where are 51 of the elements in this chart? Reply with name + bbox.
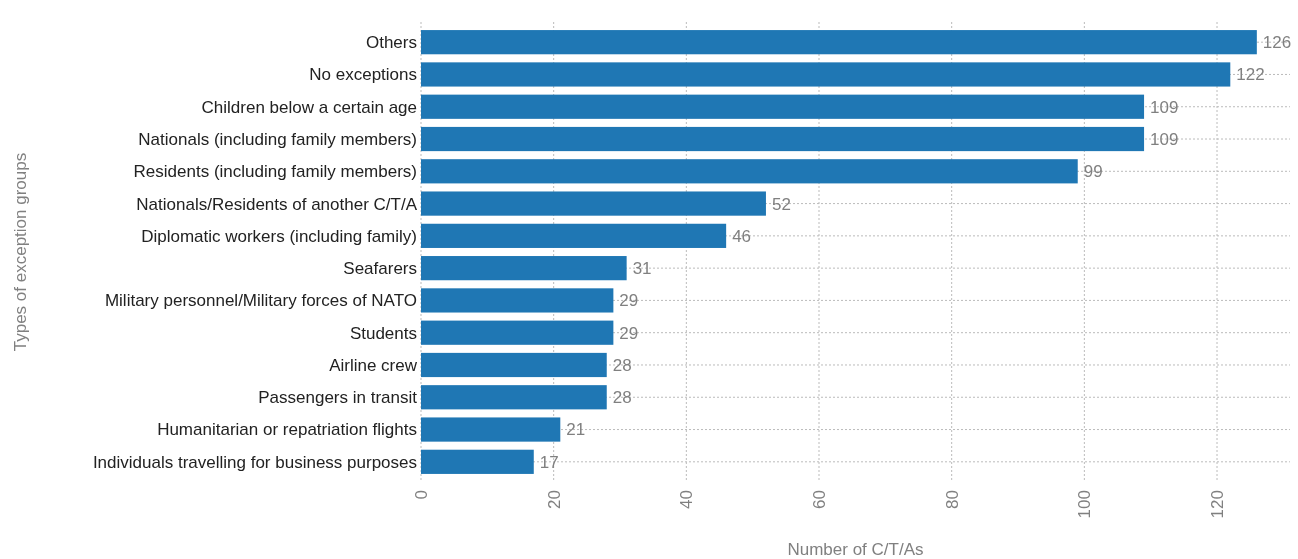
- y-tick-label: Individuals travelling for business purposes: [92, 452, 417, 472]
- data-label: 21: [566, 420, 586, 440]
- data-label: 28: [612, 355, 632, 375]
- y-tick-label: Students: [349, 323, 417, 343]
- data-label: 122: [1236, 65, 1265, 85]
- y-tick-label: Airline crew: [329, 355, 418, 375]
- data-label: 52: [771, 194, 791, 214]
- data-label: 31: [632, 259, 652, 279]
- x-axis-title: Number of C/T/As: [787, 540, 924, 559]
- bar: [421, 223, 727, 248]
- bar: [421, 352, 607, 378]
- data-label: 28: [612, 388, 632, 408]
- bar: [421, 191, 766, 216]
- x-tick-label: 20: [544, 490, 564, 509]
- y-axis-title: Types of exception groups: [11, 152, 30, 352]
- data-label: 99: [1083, 162, 1103, 182]
- bar: [421, 417, 561, 442]
- data-label: 46: [732, 226, 752, 246]
- y-tick-label: Seafarers: [343, 259, 417, 279]
- bar: [421, 62, 1231, 87]
- bar: [421, 94, 1145, 119]
- bar: [421, 30, 1257, 55]
- y-tick-label: Others: [365, 33, 417, 53]
- x-tick-label: 80: [942, 490, 962, 509]
- y-tick-label: Passengers in transit: [258, 388, 418, 408]
- y-tick-label: Military personnel/Military forces of NATO: [104, 291, 417, 311]
- data-label: 109: [1150, 97, 1179, 117]
- bar: [421, 385, 607, 410]
- y-tick-label: Residents (including family members): [133, 162, 417, 182]
- x-tick-label: 120: [1207, 490, 1227, 519]
- bar: [421, 288, 614, 313]
- y-tick-label: Humanitarian or repatriation flights: [157, 420, 417, 440]
- x-tick-label: 0: [411, 490, 431, 500]
- bar: [421, 320, 614, 345]
- bar: [421, 449, 534, 474]
- y-tick-label: Nationals/Residents of another C/T/A: [136, 194, 418, 214]
- y-tick-label: Children below a certain age: [201, 97, 417, 117]
- data-label: 17: [539, 452, 559, 472]
- data-label: 29: [619, 323, 639, 343]
- x-tick-label: 100: [1075, 490, 1095, 519]
- x-tick-label: 40: [677, 490, 697, 509]
- data-label: 126: [1262, 33, 1292, 53]
- bar: [421, 159, 1078, 184]
- y-tick-label: Diplomatic workers (including family): [141, 226, 417, 246]
- y-tick-label: Nationals (including family members): [138, 129, 417, 149]
- data-label: 109: [1150, 129, 1179, 149]
- data-label: 29: [619, 291, 639, 311]
- x-tick-label: 60: [809, 490, 829, 509]
- y-tick-label: No exceptions: [309, 65, 417, 85]
- bar: [421, 126, 1145, 152]
- bar: [421, 256, 627, 281]
